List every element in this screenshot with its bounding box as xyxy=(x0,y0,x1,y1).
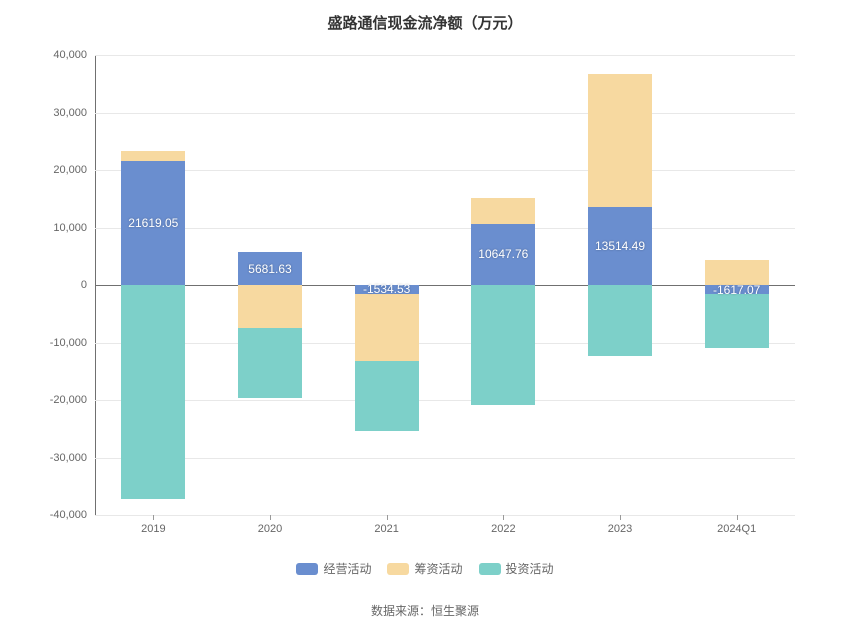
bar-value-label: -1617.07 xyxy=(713,283,760,297)
chart-title: 盛路通信现金流净额（万元） xyxy=(0,0,850,41)
x-tick-label: 2019 xyxy=(141,523,165,535)
x-tick-mark xyxy=(153,515,154,520)
x-tick-mark xyxy=(503,515,504,520)
legend-swatch xyxy=(296,563,318,575)
legend-item[interactable]: 经营活动 xyxy=(296,560,371,577)
x-tick-label: 2020 xyxy=(258,523,282,535)
legend-label: 投资活动 xyxy=(506,560,554,577)
x-tick-mark xyxy=(387,515,388,520)
x-tick-label: 2023 xyxy=(608,523,632,535)
bar-segment xyxy=(471,285,535,405)
bar-value-label: 21619.05 xyxy=(128,216,178,230)
legend-swatch xyxy=(387,563,409,575)
chart-container: 盛路通信现金流净额（万元） -40,000-30,000-20,000-10,0… xyxy=(0,0,850,637)
legend-label: 经营活动 xyxy=(323,560,371,577)
bar-segment xyxy=(588,285,652,356)
bar-segment xyxy=(705,260,769,285)
bar-value-label: 5681.63 xyxy=(248,262,291,276)
bar-segment xyxy=(705,294,769,347)
legend-label: 筹资活动 xyxy=(414,560,462,577)
x-tick-mark xyxy=(620,515,621,520)
bar-value-label: 10647.76 xyxy=(478,247,528,261)
y-tick-label: 20,000 xyxy=(53,164,87,176)
y-tick-label: 40,000 xyxy=(53,49,87,61)
bar-segment xyxy=(355,294,419,361)
x-tick-label: 2022 xyxy=(491,523,515,535)
grid-line xyxy=(95,400,795,401)
grid-line xyxy=(95,113,795,114)
bar-segment xyxy=(471,198,535,223)
y-tick-label: -30,000 xyxy=(50,452,87,464)
grid-line xyxy=(95,55,795,56)
grid-line xyxy=(95,515,795,516)
bar-segment xyxy=(121,151,185,161)
grid-line xyxy=(95,228,795,229)
x-tick-mark xyxy=(270,515,271,520)
y-tick-label: 10,000 xyxy=(53,222,87,234)
y-tick-label: -20,000 xyxy=(50,394,87,406)
legend-swatch xyxy=(479,563,501,575)
zero-line xyxy=(95,285,795,286)
bar-segment xyxy=(238,285,302,328)
bar-segment xyxy=(121,285,185,499)
grid-line xyxy=(95,343,795,344)
y-tick-label: -40,000 xyxy=(50,509,87,521)
y-tick-label: 0 xyxy=(81,279,87,291)
legend: 经营活动 筹资活动 投资活动 xyxy=(0,560,850,578)
plot-area: -40,000-30,000-20,000-10,000010,00020,00… xyxy=(95,55,795,515)
bar-segment xyxy=(588,74,652,207)
bar-value-label: 13514.49 xyxy=(595,239,645,253)
x-tick-label: 2021 xyxy=(374,523,398,535)
bar-segment xyxy=(355,361,419,431)
data-source: 数据来源：恒生聚源 xyxy=(0,602,850,619)
x-tick-label: 2024Q1 xyxy=(717,523,756,535)
bar-value-label: -1534.53 xyxy=(363,282,410,296)
x-tick-mark xyxy=(737,515,738,520)
y-tick-label: -10,000 xyxy=(50,337,87,349)
y-tick-label: 30,000 xyxy=(53,107,87,119)
legend-item[interactable]: 投资活动 xyxy=(479,560,554,577)
bar-segment xyxy=(238,328,302,398)
legend-item[interactable]: 筹资活动 xyxy=(387,560,462,577)
grid-line xyxy=(95,170,795,171)
grid-line xyxy=(95,458,795,459)
